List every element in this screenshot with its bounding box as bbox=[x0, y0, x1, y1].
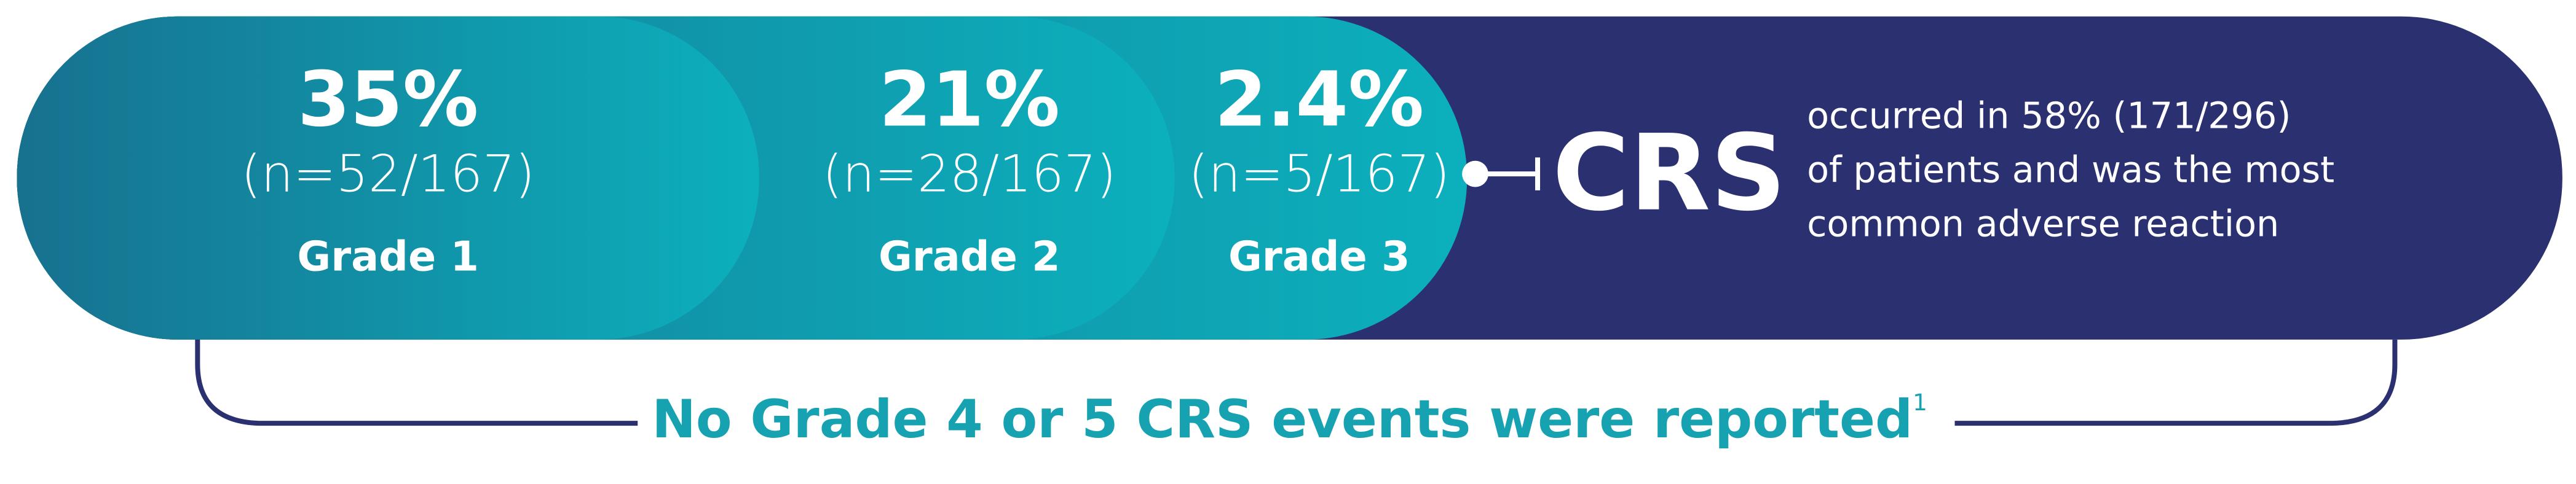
grade-percent: 21% bbox=[879, 56, 1060, 144]
crs-description: occurred in 58% (171/296) bbox=[1807, 94, 2291, 136]
grade-label: Grade 1 bbox=[297, 233, 479, 281]
crs-description: of patients and was the most bbox=[1807, 149, 2334, 191]
grade-count: (n=28/167) bbox=[823, 144, 1116, 203]
footnote-ref: 1 bbox=[1913, 389, 1927, 416]
connector-dot bbox=[1462, 160, 1488, 187]
grade-1-pill bbox=[17, 16, 759, 340]
grade-count: (n=52/167) bbox=[241, 144, 535, 203]
grade-label: Grade 3 bbox=[1228, 233, 1410, 281]
grade-percent: 35% bbox=[298, 56, 478, 144]
crs-description: common adverse reaction bbox=[1807, 203, 2279, 245]
grade-count: (n=5/167) bbox=[1188, 144, 1450, 203]
grade-percent: 2.4% bbox=[1214, 56, 1424, 144]
bracket-right bbox=[1954, 339, 2398, 426]
grade-label: Grade 2 bbox=[879, 233, 1061, 281]
footer-text: No Grade 4 or 5 CRS events were reported bbox=[652, 390, 1913, 451]
bracket-left bbox=[195, 339, 638, 426]
footer-note: No Grade 4 or 5 CRS events were reported… bbox=[652, 389, 1927, 451]
crs-title: CRS bbox=[1552, 112, 1786, 235]
